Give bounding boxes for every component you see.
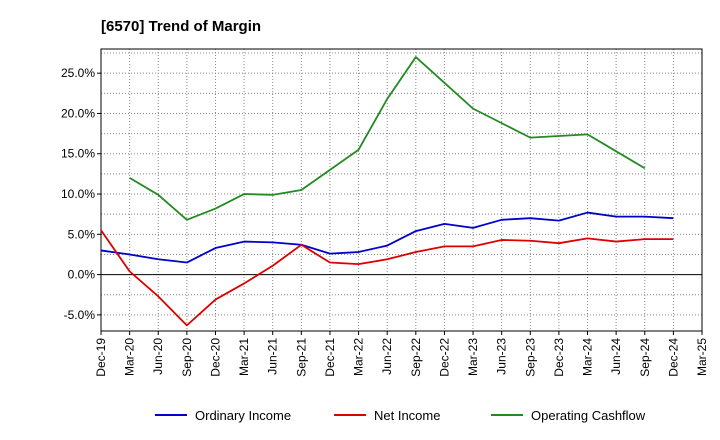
x-tick-label: Mar-23 xyxy=(466,338,480,376)
y-tick-label: 15.0% xyxy=(61,147,95,161)
legend-label: Operating Cashflow xyxy=(531,408,646,423)
y-tick-label: -5.0% xyxy=(64,308,96,322)
legend-label: Net Income xyxy=(374,408,440,423)
series-line-operating-cashflow xyxy=(129,56,646,221)
x-tick-label: Jun-21 xyxy=(266,338,280,375)
x-tick-label: Dec-24 xyxy=(666,338,680,377)
x-tick-label: Mar-21 xyxy=(237,338,251,376)
x-tick-label: Jun-20 xyxy=(151,338,165,375)
y-tick-label: 0.0% xyxy=(68,268,96,282)
x-tick-label: Mar-20 xyxy=(123,338,137,376)
y-tick-label: 25.0% xyxy=(61,66,95,80)
x-tick-label: Dec-23 xyxy=(552,338,566,377)
x-tick-label: Dec-22 xyxy=(437,338,451,377)
x-tick-label: Jun-24 xyxy=(609,338,623,375)
plot-frame xyxy=(100,48,703,332)
series-line-net-income xyxy=(100,229,674,327)
x-axis-ticks: Dec-19 Mar-20 Jun-20 Sep-20 Dec-20 Mar-21 Jun-… xyxy=(94,331,709,377)
y-axis-ticks: 25.0% 20.0% 15.0% 10.0% 5.0% 0.0% -5.0% xyxy=(61,66,101,322)
x-tick-label: Sep-20 xyxy=(180,338,194,377)
y-tick-label: 5.0% xyxy=(68,227,96,241)
x-tick-label: Sep-22 xyxy=(409,338,423,377)
grid xyxy=(101,49,702,331)
legend-label: Ordinary Income xyxy=(195,408,291,423)
x-tick-label: Dec-20 xyxy=(208,338,222,377)
x-tick-label: Sep-23 xyxy=(523,338,537,377)
x-tick-label: Sep-24 xyxy=(638,338,652,377)
x-tick-label: Mar-24 xyxy=(581,338,595,376)
x-tick-label: Mar-22 xyxy=(352,338,366,376)
x-tick-label: Jun-22 xyxy=(380,338,394,375)
x-tick-label: Dec-19 xyxy=(94,338,108,377)
x-tick-label: Jun-23 xyxy=(495,338,509,375)
chart-title: [6570] Trend of Margin xyxy=(101,18,261,35)
series-lines xyxy=(100,56,674,327)
x-tick-label: Mar-25 xyxy=(695,338,709,376)
series-line-ordinary-income xyxy=(100,211,674,264)
x-tick-label: Dec-21 xyxy=(323,338,337,377)
legend: Ordinary Income Net Income Operating Cashf… xyxy=(155,408,646,423)
y-tick-label: 10.0% xyxy=(61,187,95,201)
x-tick-label: Sep-21 xyxy=(294,338,308,377)
y-tick-label: 20.0% xyxy=(61,106,95,120)
